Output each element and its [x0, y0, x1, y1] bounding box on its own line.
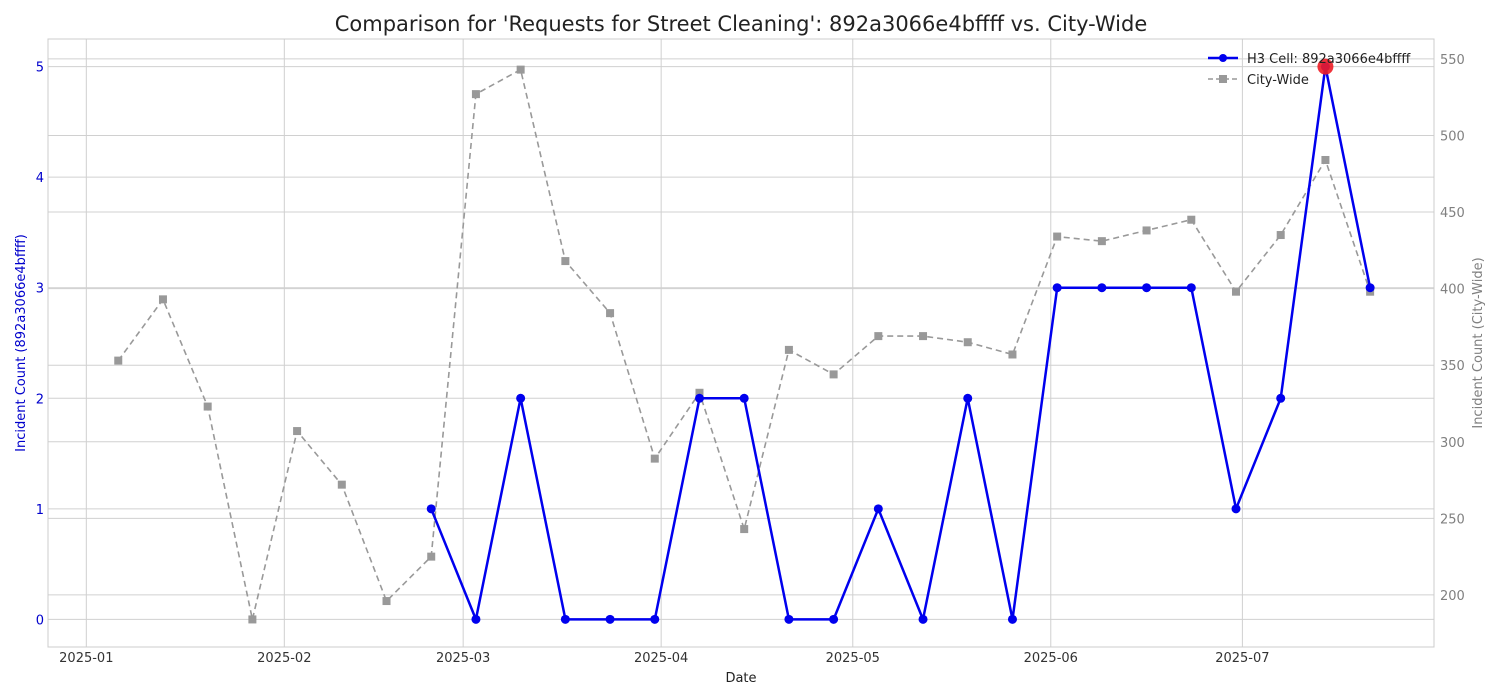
x-axis-label: Date: [725, 671, 756, 686]
y-left-tick-label: 2: [36, 392, 44, 407]
x-tick-label: 2025-02: [257, 651, 311, 666]
cell-point: [426, 504, 436, 514]
cell-point: [1007, 614, 1017, 624]
citywide-point: [1097, 237, 1106, 246]
legend: H3 Cell: 892a3066e4bffff City-Wide: [1208, 52, 1411, 88]
cell-point: [1276, 393, 1286, 403]
cell-point: [739, 393, 749, 403]
citywide-point: [1142, 226, 1151, 235]
y-right-tick-label: 350: [1440, 359, 1465, 374]
citywide-point: [203, 402, 212, 411]
plot-frame: [47, 38, 1435, 648]
x-tick-label: 2025-05: [826, 651, 880, 666]
cell-point: [1186, 283, 1196, 293]
cell-point: [1052, 283, 1062, 293]
citywide-point: [471, 90, 480, 99]
x-tick-label: 2025-06: [1024, 651, 1078, 666]
cell-point: [873, 504, 883, 514]
legend-label-cell: H3 Cell: 892a3066e4bffff: [1247, 52, 1411, 67]
citywide-point: [158, 295, 167, 304]
y-left-tick-label: 0: [36, 613, 44, 628]
cell-point: [560, 614, 570, 624]
y-left-tick-label: 1: [36, 503, 44, 518]
series-layer: [114, 58, 1375, 624]
cell-point: [784, 614, 794, 624]
y-left-tick-label: 4: [36, 171, 44, 186]
ticks-layer: 2025-01 2025-02 2025-03 2025-04 2025-05 2025-…: [36, 53, 1465, 666]
citywide-point: [829, 370, 838, 379]
cell-point: [471, 614, 481, 624]
x-tick-label: 2025-01: [59, 651, 113, 666]
cell-point: [1097, 283, 1107, 293]
citywide-point: [650, 454, 659, 463]
citywide-point: [516, 65, 525, 74]
y-left-tick-label: 3: [36, 282, 44, 297]
citywide-point: [337, 480, 346, 489]
citywide-point: [293, 427, 302, 436]
y-right-tick-label: 200: [1440, 589, 1465, 604]
citywide-point: [382, 597, 391, 606]
citywide-point: [1008, 350, 1017, 359]
cell-point: [963, 393, 973, 403]
citywide-point: [1276, 231, 1285, 240]
y-right-tick-label: 550: [1440, 53, 1465, 68]
cell-point: [1142, 283, 1152, 293]
cell-point: [1231, 504, 1241, 514]
citywide-point: [1232, 287, 1240, 296]
cell-point: [694, 393, 704, 403]
y-right-tick-label: 250: [1440, 512, 1465, 527]
cell-point: [516, 393, 526, 403]
citywide-point: [874, 332, 883, 341]
x-tick-label: 2025-07: [1215, 651, 1269, 666]
citywide-point: [963, 338, 972, 347]
y-right-tick-label: 400: [1440, 283, 1465, 298]
citywide-point: [1187, 215, 1196, 224]
legend-swatch-cell-marker: [1219, 54, 1227, 62]
citywide-point: [1321, 155, 1330, 164]
citywide-point: [740, 525, 749, 534]
y-axis-right-label: Incident Count (City-Wide): [1471, 257, 1486, 428]
x-tick-label: 2025-04: [634, 651, 688, 666]
citywide-point: [114, 356, 123, 365]
citywide-point: [695, 388, 704, 397]
citywide-point: [919, 332, 928, 341]
citywide-point: [784, 345, 793, 354]
citywide-point: [248, 615, 257, 624]
y-right-tick-label: 300: [1440, 436, 1465, 451]
cell-point: [605, 614, 615, 624]
y-axis-left-label: Incident Count (892a3066e4bffff): [14, 234, 29, 452]
x-tick-label: 2025-03: [436, 651, 490, 666]
cell-series-line: [430, 65, 1372, 621]
cell-highlight-point: [1317, 58, 1334, 75]
y-left-tick-label: 5: [36, 61, 44, 76]
citywide-point: [561, 257, 570, 266]
citywide-point: [606, 309, 615, 318]
citywide-point: [1053, 232, 1062, 241]
legend-label-citywide: City-Wide: [1247, 73, 1309, 88]
cell-point: [650, 614, 660, 624]
cell-point: [918, 614, 928, 624]
chart-title: Comparison for 'Requests for Street Clea…: [335, 12, 1148, 36]
y-right-tick-label: 500: [1440, 129, 1465, 144]
y-right-tick-label: 450: [1440, 206, 1465, 221]
cell-point: [829, 614, 839, 624]
legend-swatch-citywide-marker: [1219, 75, 1227, 83]
citywide-point: [427, 552, 436, 561]
cell-point: [1365, 283, 1375, 293]
